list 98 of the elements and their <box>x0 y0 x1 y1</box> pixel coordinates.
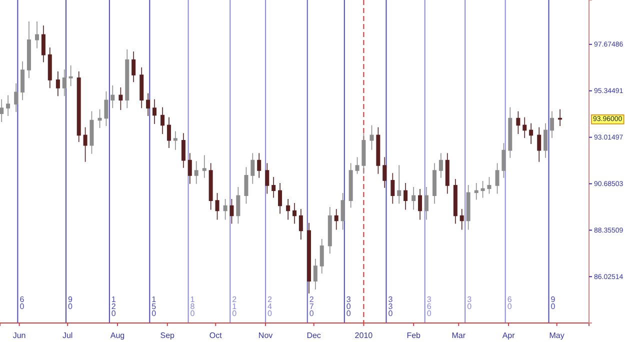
candlestick <box>424 187 428 220</box>
candlestick <box>495 163 500 194</box>
ref-line-label: 240 <box>268 295 273 318</box>
candlestick <box>181 133 186 168</box>
candlestick <box>265 163 270 194</box>
candlestick <box>537 127 542 162</box>
candlestick <box>340 193 345 230</box>
candlestick <box>466 185 470 230</box>
candlestick <box>26 22 31 78</box>
candlestick <box>334 208 338 230</box>
candlestick <box>188 153 192 184</box>
ref-line-label: 90 <box>550 295 556 311</box>
x-tick-label: Aug <box>110 330 125 340</box>
candlestick <box>90 111 94 154</box>
ref-line-label: 150 <box>152 295 157 318</box>
candlestick <box>355 157 360 174</box>
candlestick <box>320 238 324 274</box>
candlestick <box>502 143 506 178</box>
ref-line-label: 60 <box>20 295 25 311</box>
ref-line-label: 90 <box>68 295 73 311</box>
ref-line-label: 60 <box>507 295 512 311</box>
candlestick <box>173 131 178 150</box>
candlestick <box>278 183 282 214</box>
candlestick <box>382 157 387 188</box>
candlestick <box>244 167 248 204</box>
candlestick <box>257 153 262 178</box>
candlestick <box>313 258 318 290</box>
x-tick-label: Feb <box>406 330 422 340</box>
candlestick <box>160 107 165 134</box>
candlestick <box>140 67 144 108</box>
candlestick <box>194 161 198 184</box>
ref-line-label: 120 <box>111 295 116 318</box>
ref-line-label: 270 <box>309 295 314 318</box>
candlestick <box>376 127 380 174</box>
candlestick <box>41 26 46 62</box>
candlestick <box>550 111 554 138</box>
candlestick <box>48 47 52 88</box>
candlestick <box>522 117 527 138</box>
candlestick <box>202 155 206 178</box>
candlestick <box>20 61 25 100</box>
candlestick <box>272 177 276 198</box>
x-tick-label: Apr <box>502 330 516 340</box>
candlestick <box>76 71 81 142</box>
candlestick <box>14 83 18 112</box>
candlestick <box>230 198 234 224</box>
candlestick <box>132 51 136 82</box>
x-tick-label: Sep <box>160 330 176 340</box>
candlestick <box>390 173 395 204</box>
candlestick <box>6 95 10 116</box>
candlestick <box>83 127 88 162</box>
candlestick <box>208 163 213 210</box>
candlestick <box>152 99 156 124</box>
candlestick <box>445 153 450 194</box>
candlestick <box>404 183 408 210</box>
candlestick <box>292 202 296 224</box>
candlestick <box>166 117 171 148</box>
candlestick <box>104 91 108 126</box>
candlestick <box>432 163 437 204</box>
x-tick-label: May <box>549 330 564 340</box>
x-tick-label: Oct <box>209 330 223 340</box>
candlestick <box>35 22 40 48</box>
x-tick-label: Jul <box>62 330 73 340</box>
x-tick-label: Nov <box>258 330 273 340</box>
ref-line-label: 300 <box>346 295 352 318</box>
candlestick <box>460 208 464 230</box>
candlestick <box>529 123 534 144</box>
ref-line-label: 330 <box>388 295 394 318</box>
candlestick <box>146 93 150 116</box>
x-tick-label: Dec <box>306 330 321 340</box>
candlestick <box>236 187 240 224</box>
candlestick <box>397 165 402 204</box>
ref-line-label: 180 <box>190 295 196 318</box>
candlestick <box>328 206 332 254</box>
candlestick <box>215 193 220 220</box>
candlestick <box>306 222 311 294</box>
ref-line-label: 210 <box>232 295 238 318</box>
candlestick <box>250 153 255 184</box>
candlestick <box>362 133 366 174</box>
candlestick <box>418 189 422 220</box>
candlestick <box>544 123 548 158</box>
candlestick <box>474 183 478 200</box>
candlestick <box>558 109 562 126</box>
ref-line-label: 30 <box>467 295 472 311</box>
candlestick <box>62 69 66 96</box>
candlestick <box>56 71 60 96</box>
candlestick <box>298 208 303 240</box>
candlestick <box>0 99 4 122</box>
candlestick <box>508 107 512 158</box>
candlestick <box>412 187 416 210</box>
candlestick <box>438 153 443 178</box>
candlestick <box>125 49 130 108</box>
candlestick <box>286 198 290 220</box>
candlestick <box>453 179 458 224</box>
x-tick-label: 2010 <box>354 330 374 340</box>
x-tick-label: Mar <box>452 330 466 340</box>
x-tick-label: Jun <box>12 330 26 340</box>
candlestick <box>348 163 353 208</box>
ref-line-label: 360 <box>426 295 432 318</box>
